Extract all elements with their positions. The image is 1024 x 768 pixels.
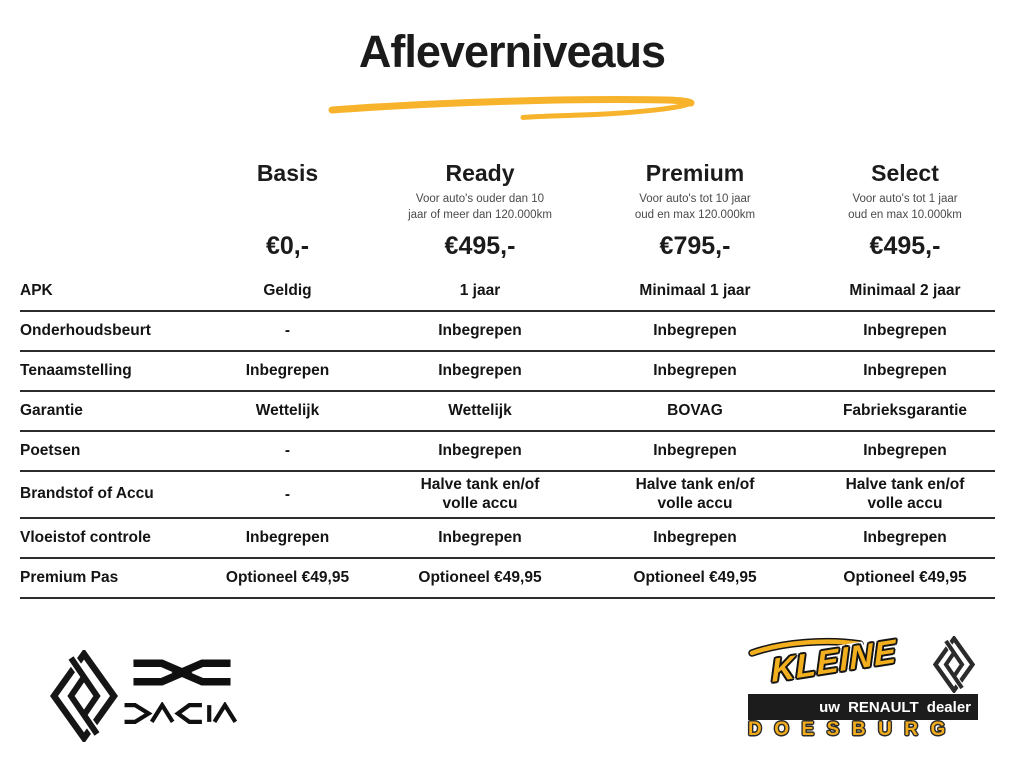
title-underline-swoosh-icon (328, 96, 695, 120)
row-label: Poetsen (20, 442, 81, 459)
plan-name: Ready (445, 160, 515, 186)
cell-value: Inbegrepen (653, 529, 737, 547)
table-row-brandstof: Brandstof of Accu - Halve tank en/of vol… (20, 472, 995, 519)
cell-value: Inbegrepen (863, 322, 947, 340)
cell-value: Inbegrepen (653, 442, 737, 460)
cell-value: Inbegrepen (863, 442, 947, 460)
cell-value: Inbegrepen (863, 529, 947, 547)
cell-value: Inbegrepen (653, 362, 737, 380)
plan-subtitle: Voor auto's ouder dan 10 jaar of meer da… (408, 193, 552, 221)
cell-value: - (284, 442, 291, 460)
cell-value: Inbegrepen (653, 322, 737, 340)
plan-subtitle: Voor auto's tot 1 jaar oud en max 10.000… (848, 193, 962, 221)
cell-value: Halve tank en/of volle accu (635, 476, 755, 513)
cell-value: Minimaal 2 jaar (849, 282, 961, 300)
cell-value: Inbegrepen (438, 529, 522, 547)
cell-value: Minimaal 1 jaar (639, 282, 751, 300)
plan-price: €495,- (444, 232, 516, 260)
plan-header-premium: Premium Voor auto's tot 10 jaar oud en m… (575, 158, 815, 261)
row-label: Tenaamstelling (20, 362, 132, 379)
table-row-tenaamstelling: Tenaamstelling Inbegrepen Inbegrepen Inb… (20, 352, 995, 392)
cell-value: Halve tank en/of volle accu (845, 476, 965, 513)
dealer-bar: uw RENAULT dealer (748, 694, 978, 720)
plan-subtitle (190, 190, 385, 232)
page-title: Afleverniveaus (358, 26, 666, 77)
dealer-name-doesburg: DOESBURG (748, 719, 958, 740)
table-row-premiumpas: Premium Pas Optioneel €49,95 Optioneel €… (20, 559, 995, 599)
plan-header-spacer (20, 158, 190, 261)
plan-price: €495,- (869, 232, 941, 260)
plan-subtitle: Voor auto's tot 10 jaar oud en max 120.0… (634, 193, 756, 221)
table-row-garantie: Garantie Wettelijk Wettelijk BOVAG Fabri… (20, 392, 995, 432)
cell-value: Inbegrepen (438, 362, 522, 380)
cell-value: Inbegrepen (245, 529, 330, 547)
cell-value: Fabrieksgarantie (842, 402, 968, 420)
cell-value: Halve tank en/of volle accu (420, 476, 540, 513)
table-row-poetsen: Poetsen - Inbegrepen Inbegrepen Inbegrep… (20, 432, 995, 472)
cell-value: 1 jaar (459, 282, 501, 300)
row-label: Garantie (20, 402, 83, 419)
cell-value: Optioneel €49,95 (418, 569, 542, 587)
renault-logo-icon (50, 650, 118, 742)
dealer-bar-text: uw RENAULT dealer (819, 698, 971, 716)
table-row-onderhoudsbeurt: Onderhoudsbeurt - Inbegrepen Inbegrepen … (20, 312, 995, 352)
plan-header-row: Basis €0,- Ready Voor auto's ouder dan 1… (20, 158, 995, 261)
cell-value: Inbegrepen (438, 322, 522, 340)
dealer-renault-diamond-icon (933, 636, 975, 693)
plan-name: Basis (256, 160, 319, 186)
cell-value: Inbegrepen (438, 442, 522, 460)
table-row-apk: APK Geldig 1 jaar Minimaal 1 jaar Minima… (20, 272, 995, 312)
table-row-vloeistof: Vloeistof controle Inbegrepen Inbegrepen… (20, 519, 995, 559)
plan-price: €795,- (659, 232, 731, 260)
plan-header-ready: Ready Voor auto's ouder dan 10 jaar of m… (385, 158, 575, 261)
cell-value: Optioneel €49,95 (843, 569, 967, 587)
cell-value: Optioneel €49,95 (633, 569, 757, 587)
plan-name: Premium (645, 160, 745, 186)
cell-value: Inbegrepen (863, 362, 947, 380)
cell-value: Wettelijk (448, 402, 512, 420)
dacia-wordmark (124, 702, 238, 724)
cell-value: - (284, 485, 291, 503)
cell-value: BOVAG (667, 402, 723, 420)
plan-price: €0,- (265, 232, 310, 260)
row-label: Onderhoudsbeurt (20, 322, 151, 339)
dealer-swoosh-icon (748, 637, 864, 657)
cell-value: Wettelijk (255, 402, 320, 420)
row-label: Vloeistof controle (20, 528, 151, 546)
dacia-logo-icon (133, 659, 231, 686)
cell-value: Geldig (263, 282, 312, 300)
row-label: Brandstof of Accu (20, 485, 154, 503)
comparison-table: APK Geldig 1 jaar Minimaal 1 jaar Minima… (20, 272, 995, 599)
dealer-logo: KLEINE uw RENAULT dealer DOESBURG (740, 630, 1020, 760)
cell-value: Optioneel €49,95 (225, 569, 350, 587)
row-label: Premium Pas (20, 568, 119, 586)
plan-header-basis: Basis €0,- (190, 158, 385, 261)
cell-value: - (284, 322, 291, 340)
row-label: APK (20, 282, 53, 299)
plan-header-select: Select Voor auto's tot 1 jaar oud en max… (815, 158, 995, 261)
cell-value: Inbegrepen (245, 362, 330, 380)
plan-name: Select (871, 160, 939, 186)
